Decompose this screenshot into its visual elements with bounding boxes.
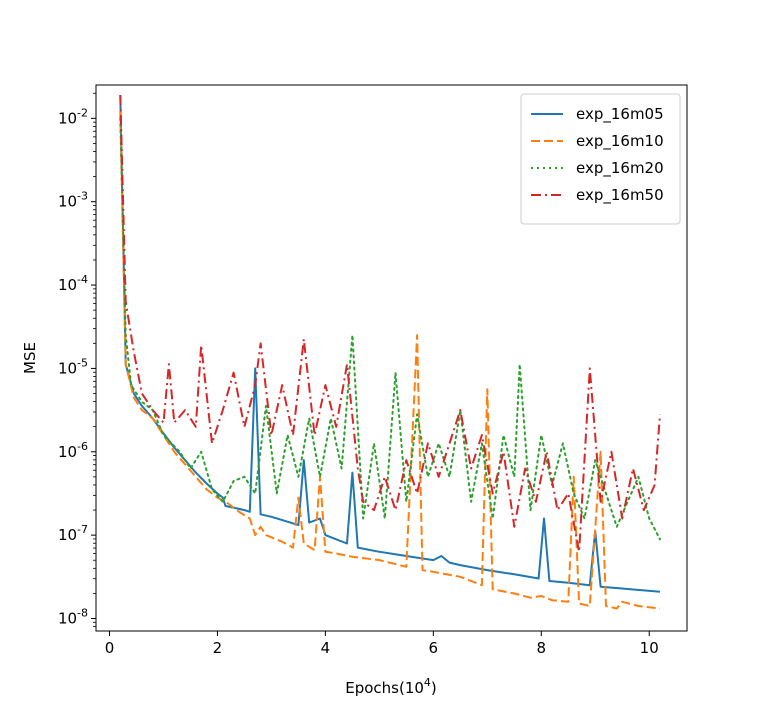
series-line-exp_16m10: [119, 111, 661, 610]
x-tick-label: 10: [640, 639, 659, 657]
y-tick-label: 10-3: [58, 190, 88, 211]
y-tick-label: 10-5: [58, 356, 88, 377]
y-tick-label: 10-2: [58, 106, 88, 127]
x-tick-label: 2: [213, 639, 223, 657]
x-axis-label: Epochs(104): [345, 676, 437, 697]
y-tick-label: 10-8: [58, 606, 88, 627]
y-tick-label: 10-7: [58, 523, 88, 544]
y-tick-label: 10-4: [58, 273, 88, 294]
x-tick-label: 4: [321, 639, 331, 657]
x-tick-label: 0: [105, 639, 115, 657]
x-tick-label: 6: [429, 639, 439, 657]
legend-label-exp_16m05: exp_16m05: [576, 105, 664, 124]
series-line-exp_16m05: [119, 94, 661, 593]
series-line-exp_16m50: [119, 94, 661, 553]
axis-ticks: 0 2 4 6 8 10 10-2 10-3 10-4 10-5 10-6 10-7 10-8: [58, 92, 659, 657]
legend-label-exp_16m20: exp_16m20: [576, 159, 664, 178]
legend-label-exp_16m50: exp_16m50: [576, 186, 664, 205]
legend-label-exp_16m10: exp_16m10: [576, 132, 664, 151]
y-tick-label: 10-6: [58, 440, 88, 461]
y-axis-label: MSE: [21, 342, 39, 374]
legend-box: [520, 93, 681, 225]
plot-frame: [95, 84, 688, 632]
legend: exp_16m05 exp_16m10 exp_16m20 exp_16m50: [520, 93, 681, 225]
series-layer: [119, 94, 661, 610]
series-line-exp_16m20: [119, 117, 661, 541]
x-tick-label: 8: [537, 639, 547, 657]
